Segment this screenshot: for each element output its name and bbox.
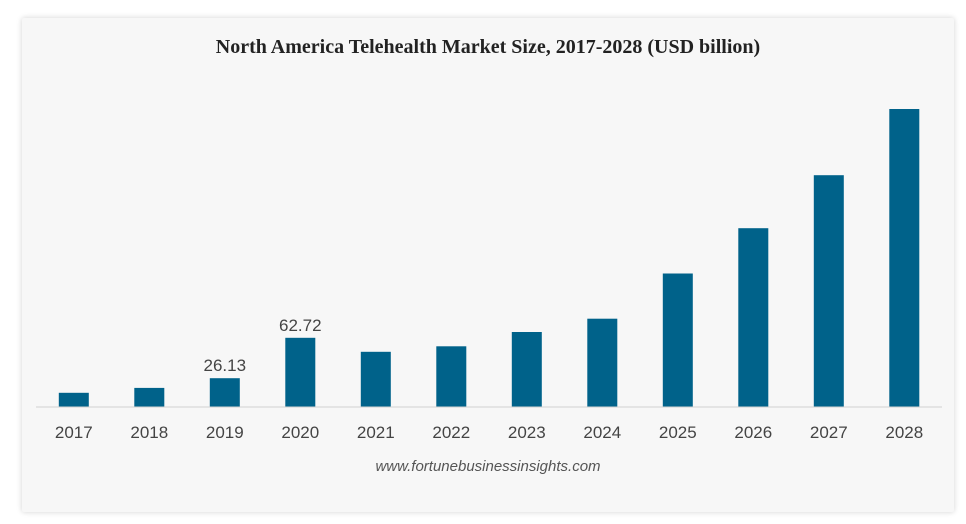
chart-card: North America Telehealth Market Size, 20… [22,18,954,512]
x-tick-label-2023: 2023 [508,423,546,442]
bar-2018 [134,387,165,407]
x-tick-label-2022: 2022 [432,423,470,442]
bar-2024 [587,318,618,407]
bar-2027 [813,175,844,407]
chart-title: North America Telehealth Market Size, 20… [215,36,761,58]
bars-group [58,109,920,407]
bar-2028 [889,109,920,407]
bar-2021 [360,351,391,407]
x-tick-label-2024: 2024 [583,423,621,442]
source-text: www.fortunebusinessinsights.com [375,458,601,475]
x-tick-label-2017: 2017 [55,423,93,442]
x-tick-label-2019: 2019 [206,423,244,442]
bar-2025 [662,273,693,407]
bar-2026 [738,228,769,407]
bar-2017 [58,392,89,407]
x-tick-label-2027: 2027 [810,423,848,442]
x-tick-label-2028: 2028 [885,423,923,442]
bar-chart: 2017 2018 2019 26.13 2020 62.72 2021 2022 2023 20… [36,109,942,442]
x-tick-label-2021: 2021 [357,423,395,442]
x-tick-label-2025: 2025 [659,423,697,442]
data-label-2020: 62.72 [279,316,322,335]
x-tick-label-2020: 2020 [281,423,319,442]
bar-2020 [285,337,316,407]
labels-group: 2017 2018 2019 26.13 2020 62.72 2021 2022 2023 20… [55,316,923,442]
bar-2022 [436,346,467,407]
bar-2023 [511,332,542,407]
x-tick-label-2026: 2026 [734,423,772,442]
bar-2019 [209,378,240,407]
x-tick-label-2018: 2018 [130,423,168,442]
data-label-2019: 26.13 [204,356,247,375]
